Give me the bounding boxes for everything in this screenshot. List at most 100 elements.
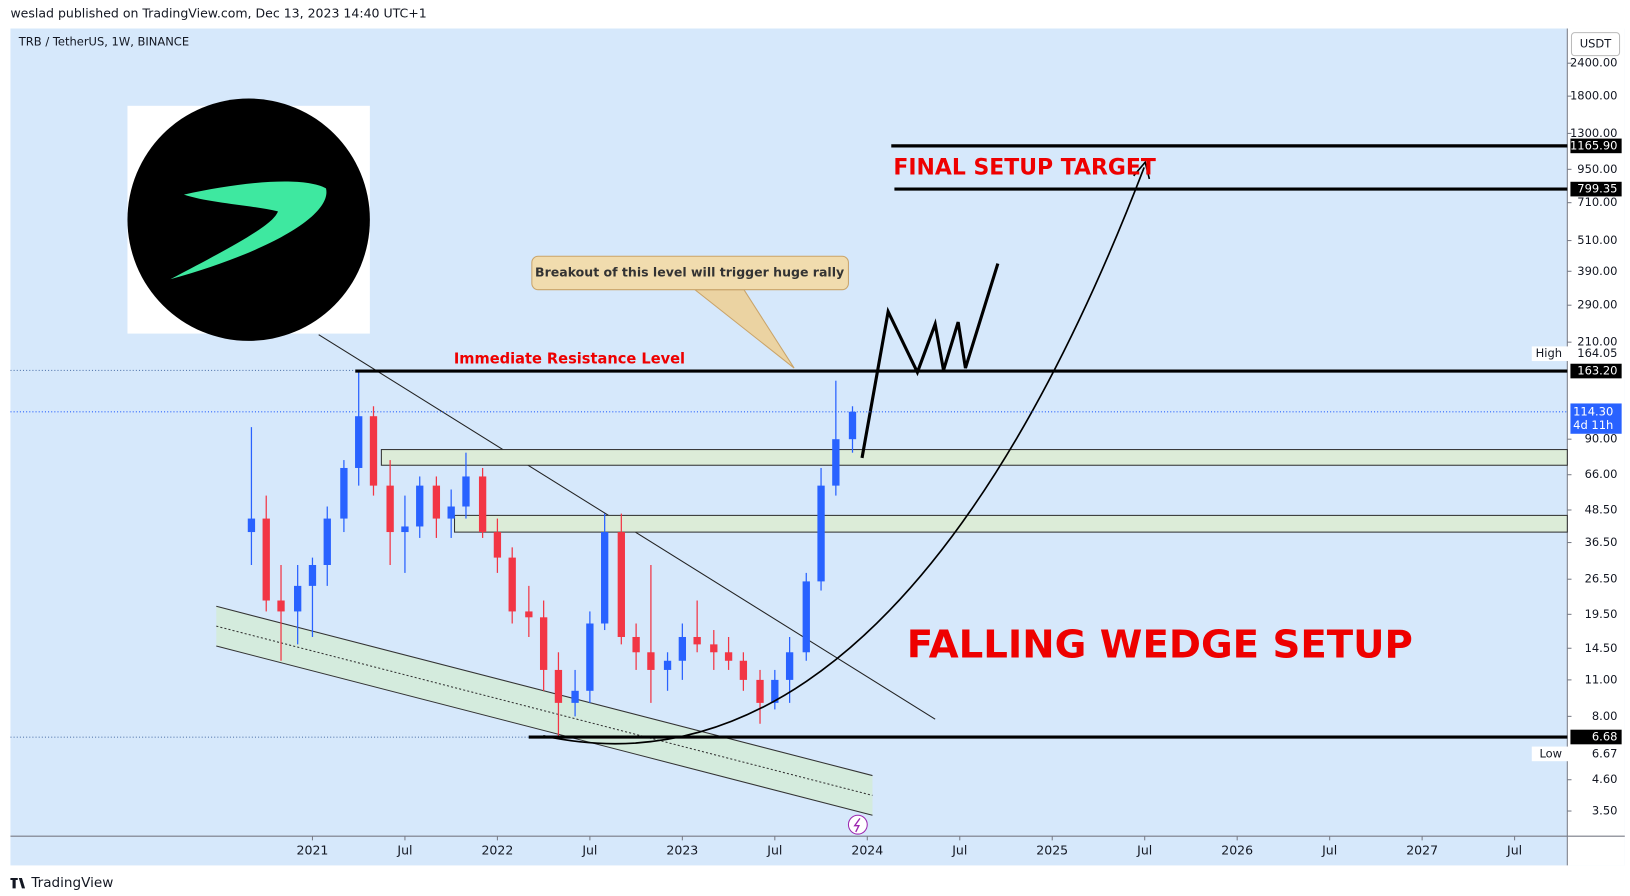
price-tag-name: Low bbox=[1539, 746, 1562, 760]
current-price-label: 114.30 bbox=[1573, 404, 1613, 418]
callout-box bbox=[531, 255, 849, 291]
price-badge-label: 163.20 bbox=[1577, 364, 1617, 378]
channel-line bbox=[216, 605, 873, 777]
price-badge bbox=[1570, 729, 1622, 745]
y-tick-label: 66.00 bbox=[1585, 467, 1618, 481]
footer-brand: TradingView bbox=[30, 875, 113, 891]
y-tick-label: 90.00 bbox=[1585, 432, 1618, 446]
candle-body bbox=[401, 526, 409, 533]
price-badge-label: 6.68 bbox=[1592, 730, 1618, 744]
price-tag-name: High bbox=[1536, 346, 1562, 360]
symbol-title: TRB / TetherUS, 1W, BINANCE bbox=[18, 35, 189, 49]
candle-body bbox=[369, 416, 378, 486]
price-badge bbox=[1570, 363, 1622, 379]
candle-body bbox=[710, 644, 718, 653]
y-tick-label: 11.00 bbox=[1585, 672, 1618, 686]
price-axis bbox=[1567, 28, 1625, 866]
y-tick-label: 4.60 bbox=[1592, 772, 1618, 786]
x-tick-label: Jul bbox=[1321, 842, 1337, 857]
event-icon[interactable] bbox=[847, 814, 868, 835]
support-zone bbox=[453, 514, 1568, 533]
y-tick-label: 36.50 bbox=[1585, 535, 1618, 549]
candle-body bbox=[739, 660, 748, 680]
channel-line bbox=[216, 645, 873, 816]
x-tick-label: Jul bbox=[1506, 842, 1522, 857]
zigzag-projection bbox=[860, 263, 1000, 459]
candle-body bbox=[508, 557, 516, 612]
currency-button[interactable] bbox=[1570, 32, 1621, 57]
channel-mid bbox=[216, 625, 873, 796]
candle-body bbox=[340, 467, 348, 519]
candle-body bbox=[817, 485, 825, 582]
x-tick-label: Jul bbox=[1136, 842, 1152, 857]
candle-body bbox=[771, 679, 779, 703]
x-tick-label: 2024 bbox=[851, 842, 883, 857]
x-tick-label: 2022 bbox=[481, 842, 513, 857]
price-tag-bg bbox=[1531, 346, 1622, 362]
projection-arc bbox=[543, 167, 1145, 745]
candle-body bbox=[432, 485, 441, 519]
candle-body bbox=[462, 476, 470, 507]
price-badge-label: 799.35 bbox=[1577, 182, 1617, 196]
logo-swoosh bbox=[170, 181, 327, 280]
candle-body bbox=[262, 518, 270, 601]
x-tick-label: 2025 bbox=[1036, 842, 1068, 857]
candle-body bbox=[601, 532, 609, 624]
currency-label[interactable]: USDT bbox=[1580, 37, 1613, 51]
price-badge bbox=[1570, 181, 1622, 197]
y-tick-label: 3.50 bbox=[1592, 804, 1618, 818]
candle-body bbox=[308, 565, 317, 586]
y-tick-label: 8.00 bbox=[1592, 709, 1618, 723]
candle-body bbox=[617, 532, 625, 637]
candle-body bbox=[355, 416, 363, 468]
y-tick-label: 510.00 bbox=[1577, 233, 1617, 247]
candle-body bbox=[785, 652, 794, 680]
x-tick-label: 2027 bbox=[1406, 842, 1438, 857]
candle-body bbox=[554, 669, 563, 703]
logo-circle bbox=[127, 98, 370, 341]
candle-body bbox=[539, 617, 548, 670]
arrow-head bbox=[1133, 160, 1151, 180]
y-tick-label: 950.00 bbox=[1577, 162, 1617, 176]
y-tick-label: 48.50 bbox=[1585, 502, 1618, 516]
y-tick-label: 390.00 bbox=[1577, 264, 1617, 278]
y-tick-label: 1800.00 bbox=[1570, 89, 1618, 103]
candle-body bbox=[525, 611, 533, 618]
candle-body bbox=[724, 652, 733, 661]
x-tick-label: Jul bbox=[951, 842, 967, 857]
candle-body bbox=[832, 439, 840, 486]
candle-body bbox=[756, 679, 764, 703]
x-tick-label: 2026 bbox=[1221, 842, 1253, 857]
candle-body bbox=[802, 581, 810, 653]
candle-body bbox=[663, 660, 672, 670]
resistance-label: Immediate Resistance Level bbox=[454, 351, 685, 368]
candle-body bbox=[386, 485, 394, 533]
price-badge-label: 1165.90 bbox=[1570, 138, 1618, 152]
candle-body bbox=[586, 623, 594, 691]
candle-body bbox=[678, 636, 687, 661]
candle-body bbox=[447, 506, 455, 519]
candle-body bbox=[478, 476, 487, 533]
pattern-label: FALLING WEDGE SETUP bbox=[907, 623, 1413, 668]
candle-body bbox=[323, 518, 331, 566]
support-zone bbox=[380, 449, 1568, 466]
y-tick-label: 290.00 bbox=[1577, 298, 1617, 312]
y-tick-label: 2400.00 bbox=[1570, 56, 1618, 70]
y-tick-label: 710.00 bbox=[1577, 195, 1617, 209]
y-tick-label: 210.00 bbox=[1577, 335, 1617, 349]
candle-body bbox=[693, 636, 701, 645]
x-tick-label: Jul bbox=[396, 842, 412, 857]
candle-body bbox=[571, 690, 579, 703]
candle-body bbox=[647, 652, 655, 670]
price-tag-bg bbox=[1531, 746, 1622, 762]
candle-body bbox=[277, 600, 285, 612]
header-text: weslad published on TradingView.com, Dec… bbox=[10, 5, 426, 20]
price-tag-label: 164.05 bbox=[1577, 346, 1617, 360]
y-tick-label: 19.50 bbox=[1585, 607, 1618, 621]
candle-body bbox=[416, 485, 424, 527]
plot bbox=[247, 370, 857, 738]
callout-text: Breakout of this level will trigger huge… bbox=[535, 264, 844, 279]
price-tag-label: 6.67 bbox=[1592, 746, 1618, 760]
x-tick-label: 2023 bbox=[666, 842, 698, 857]
